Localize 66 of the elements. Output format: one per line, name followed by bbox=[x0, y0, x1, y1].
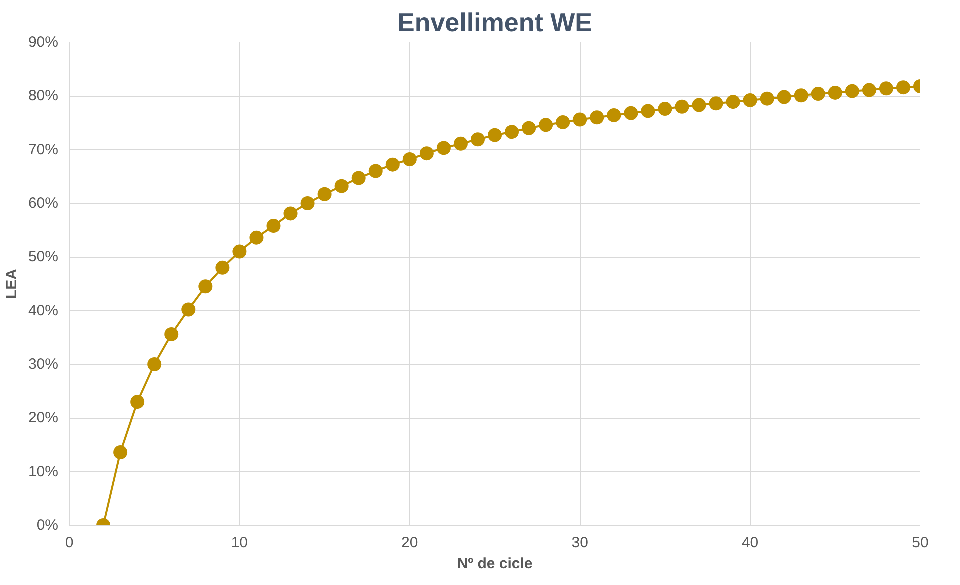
y-tick-label: 60% bbox=[28, 195, 59, 212]
point bbox=[794, 88, 808, 103]
point bbox=[470, 132, 485, 147]
point bbox=[726, 95, 740, 110]
y-axis-title: LEA bbox=[3, 268, 20, 299]
point bbox=[334, 179, 349, 194]
point bbox=[198, 280, 213, 294]
point bbox=[164, 327, 179, 342]
point bbox=[386, 158, 400, 172]
point bbox=[896, 80, 910, 95]
y-tick-label: 40% bbox=[28, 302, 59, 320]
point bbox=[692, 98, 706, 112]
point bbox=[658, 102, 672, 116]
point bbox=[522, 121, 536, 136]
point bbox=[352, 171, 366, 186]
chart-title: Envelliment WE bbox=[397, 8, 593, 38]
point bbox=[130, 395, 145, 410]
point bbox=[284, 206, 298, 221]
point bbox=[232, 244, 247, 259]
point bbox=[590, 110, 604, 125]
x-tick-label: 0 bbox=[65, 534, 74, 552]
point bbox=[318, 187, 332, 202]
point bbox=[641, 104, 656, 118]
y-tick-label: 10% bbox=[28, 463, 59, 480]
x-axis-title: Nº de cicle bbox=[457, 556, 533, 572]
point bbox=[454, 136, 468, 151]
y-tick-label: 30% bbox=[28, 356, 59, 373]
point bbox=[114, 446, 128, 460]
point bbox=[420, 146, 434, 161]
y-tick-label: 90% bbox=[28, 34, 59, 51]
point bbox=[573, 112, 588, 127]
y-tick-label: 0% bbox=[36, 517, 59, 534]
point bbox=[879, 82, 894, 96]
point bbox=[539, 118, 554, 132]
point bbox=[607, 108, 622, 122]
y-tick-label: 80% bbox=[28, 88, 59, 105]
y-tick-label: 20% bbox=[28, 410, 59, 427]
point bbox=[505, 125, 520, 140]
point bbox=[216, 260, 230, 275]
point bbox=[760, 92, 774, 106]
y-tick-label: 70% bbox=[28, 141, 59, 158]
point bbox=[862, 83, 876, 98]
point bbox=[777, 90, 792, 104]
x-tick-label: 40 bbox=[742, 534, 759, 552]
point bbox=[709, 96, 724, 111]
y-tick-label: 50% bbox=[28, 248, 59, 266]
point bbox=[811, 87, 826, 102]
x-tick-label: 50 bbox=[912, 534, 929, 552]
x-tick-label: 20 bbox=[402, 534, 418, 552]
point bbox=[148, 358, 162, 372]
point bbox=[402, 152, 417, 166]
point bbox=[250, 230, 264, 245]
point bbox=[488, 128, 502, 142]
point bbox=[828, 86, 842, 100]
point bbox=[556, 115, 570, 130]
point bbox=[675, 100, 690, 114]
point bbox=[845, 84, 860, 98]
point bbox=[266, 219, 281, 234]
point bbox=[300, 196, 315, 210]
x-tick-label: 10 bbox=[231, 534, 248, 552]
x-tick-label: 30 bbox=[572, 534, 588, 552]
point bbox=[368, 164, 383, 178]
point bbox=[743, 93, 758, 108]
point bbox=[182, 302, 196, 317]
point bbox=[436, 141, 451, 156]
point bbox=[624, 106, 638, 120]
